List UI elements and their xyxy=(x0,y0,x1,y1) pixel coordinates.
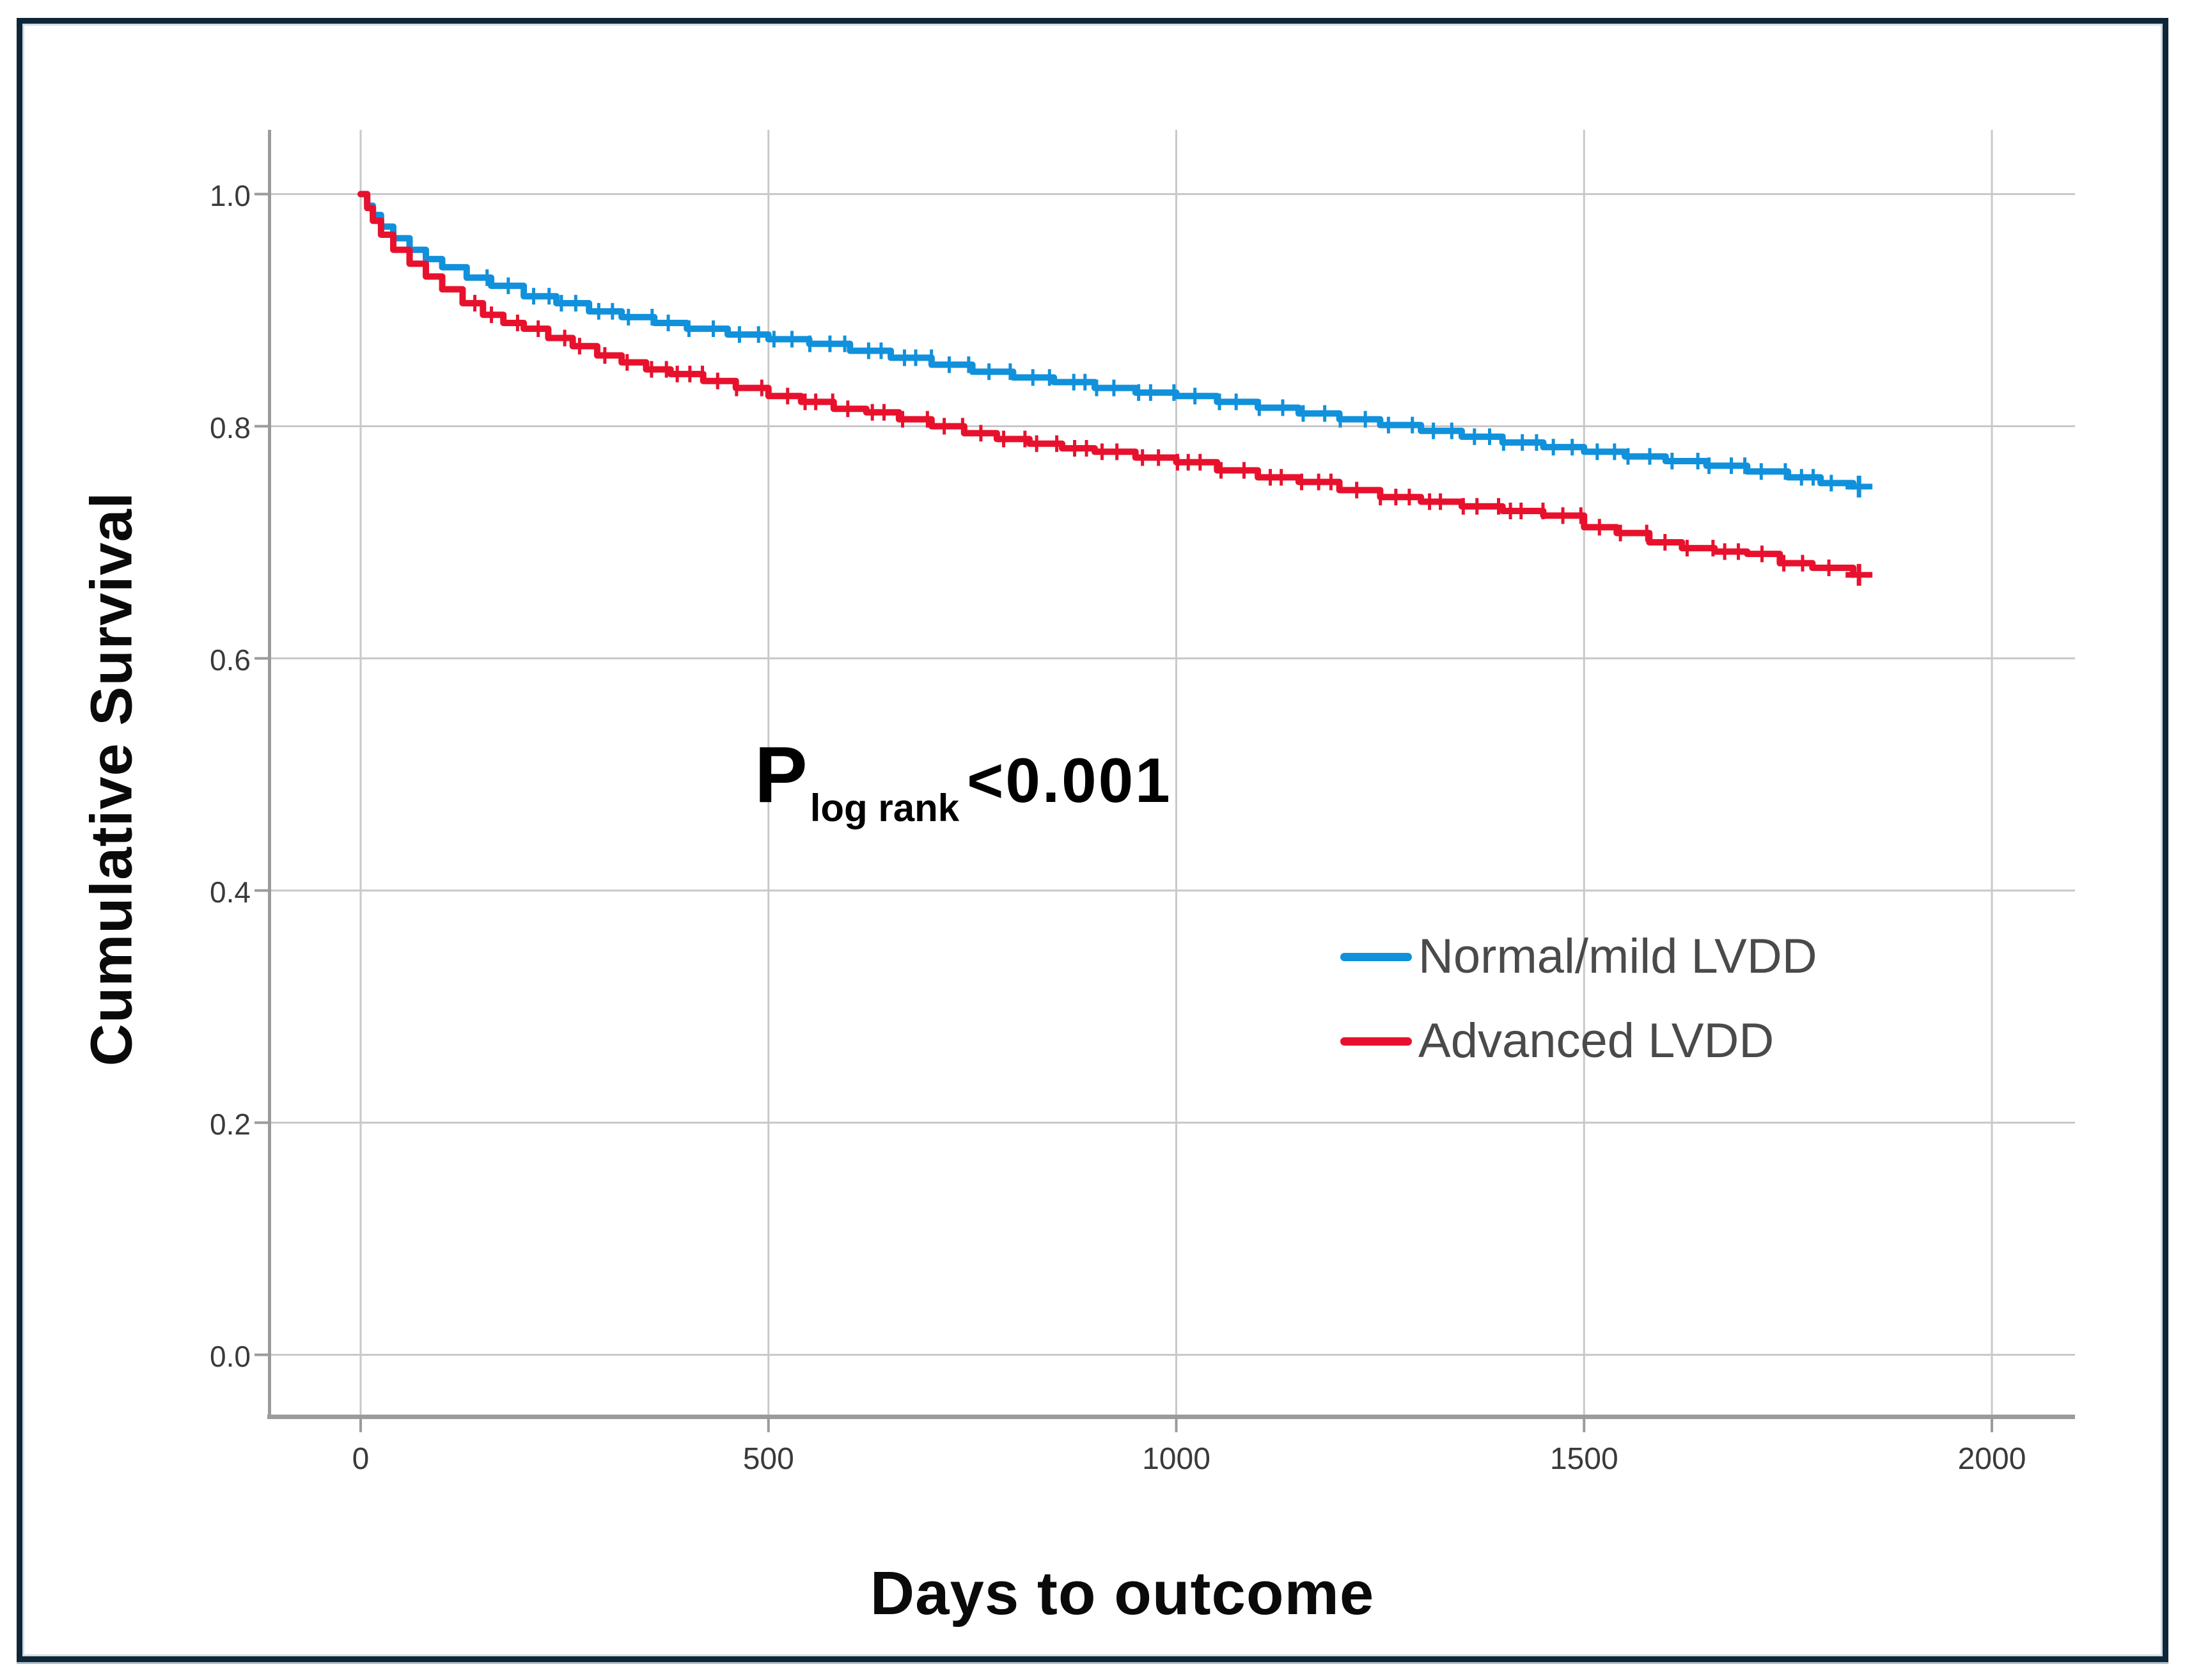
y-tick-label: 0.4 xyxy=(210,875,251,909)
x-tick-label: 2000 xyxy=(1957,1441,2026,1476)
p-subscript: log rank xyxy=(810,787,960,829)
x-tick-label: 0 xyxy=(352,1441,370,1476)
y-tick-label: 0.0 xyxy=(210,1339,251,1373)
legend-label: Normal/mild LVDD xyxy=(1418,929,1817,984)
survival-curve-normal-mild-lvdd xyxy=(357,191,1857,490)
x-tick-label: 1500 xyxy=(1549,1441,1618,1476)
y-tick-label: 0.2 xyxy=(210,1107,251,1141)
p-symbol: P xyxy=(755,731,808,819)
y-tick-label: 0.8 xyxy=(210,411,251,444)
legend-item-advanced: Advanced LVDD xyxy=(1340,1017,1817,1065)
legend-swatch-red-line xyxy=(1340,1037,1412,1046)
x-axis-title: Days to outcome xyxy=(870,1559,1375,1628)
log-rank-p-annotation: P log rank <0.001 xyxy=(755,731,1172,829)
legend: Normal/mild LVDD Advanced LVDD xyxy=(1340,932,1817,1065)
y-tick-label: 0.6 xyxy=(210,643,251,677)
legend-swatch-blue-line xyxy=(1340,952,1412,961)
survival-curve-advanced-lvdd xyxy=(357,191,1857,578)
legend-item-normal-mild: Normal/mild LVDD xyxy=(1340,932,1817,981)
figure-border xyxy=(17,18,2168,1662)
legend-label: Advanced LVDD xyxy=(1418,1014,1774,1068)
x-tick-label: 1000 xyxy=(1142,1441,1210,1476)
y-axis-title: Cumulative Survival xyxy=(79,491,145,1067)
y-tick-label: 1.0 xyxy=(210,178,251,212)
x-tick-label: 500 xyxy=(742,1441,794,1476)
p-value: <0.001 xyxy=(967,745,1172,815)
